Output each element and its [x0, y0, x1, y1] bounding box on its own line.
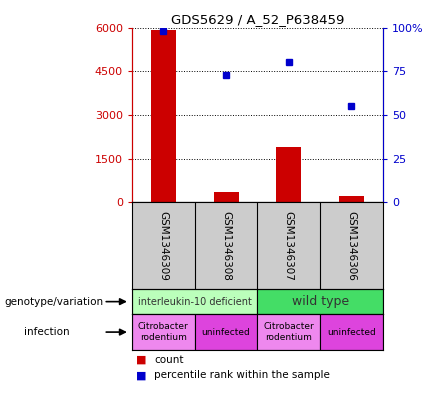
Bar [257, 314, 320, 350]
Bar [132, 289, 257, 314]
Text: Citrobacter
rodentium: Citrobacter rodentium [264, 322, 314, 342]
Text: ■: ■ [136, 354, 147, 365]
Bar [132, 314, 194, 350]
Bar [151, 30, 176, 202]
Bar [257, 289, 383, 314]
Text: percentile rank within the sample: percentile rank within the sample [154, 370, 330, 380]
Bar [194, 314, 257, 350]
Bar [339, 196, 364, 202]
Text: GSM1346308: GSM1346308 [221, 211, 231, 281]
Text: GSM1346309: GSM1346309 [158, 211, 169, 281]
Text: Citrobacter
rodentium: Citrobacter rodentium [138, 322, 189, 342]
Text: infection: infection [24, 327, 70, 337]
Bar [213, 192, 238, 202]
Bar [276, 147, 301, 202]
Text: interleukin-10 deficient: interleukin-10 deficient [138, 297, 252, 307]
Text: ■: ■ [136, 370, 147, 380]
Title: GDS5629 / A_52_P638459: GDS5629 / A_52_P638459 [171, 13, 344, 26]
Text: GSM1346306: GSM1346306 [346, 211, 356, 281]
Text: uninfected: uninfected [327, 328, 376, 336]
Text: genotype/variation: genotype/variation [4, 297, 103, 307]
Text: GSM1346307: GSM1346307 [284, 211, 294, 281]
Text: count: count [154, 354, 183, 365]
Text: uninfected: uninfected [202, 328, 250, 336]
Text: wild type: wild type [292, 295, 348, 308]
Bar [320, 314, 383, 350]
